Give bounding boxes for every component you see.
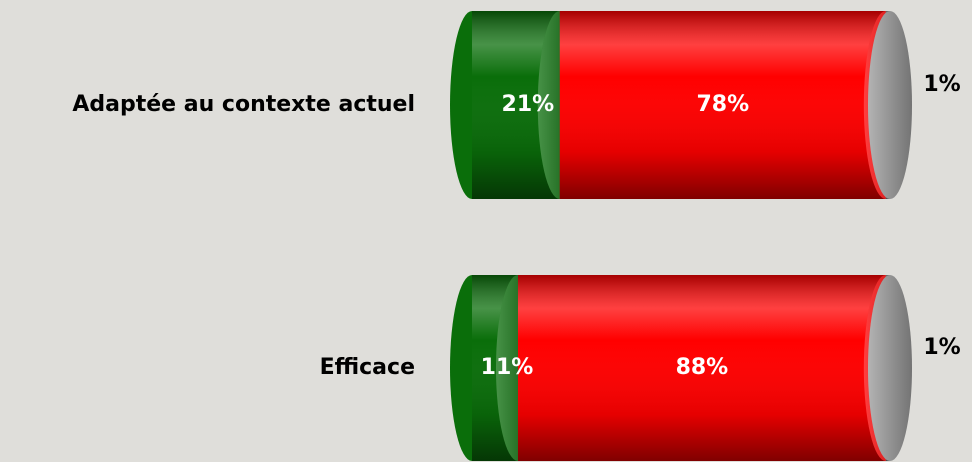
cap-shading (868, 11, 912, 199)
value-label: 11% (481, 355, 534, 380)
shading (517, 275, 886, 461)
value-label: 21% (502, 92, 555, 117)
category-label: Efficace (320, 355, 415, 380)
value-label: 78% (696, 92, 749, 117)
value-label: 1% (923, 335, 960, 360)
value-label: 1% (923, 72, 960, 97)
shading (559, 11, 886, 199)
category-label: Adaptée au contexte actuel (72, 92, 415, 117)
value-label: 88% (676, 355, 729, 380)
cap-shading (868, 275, 912, 461)
